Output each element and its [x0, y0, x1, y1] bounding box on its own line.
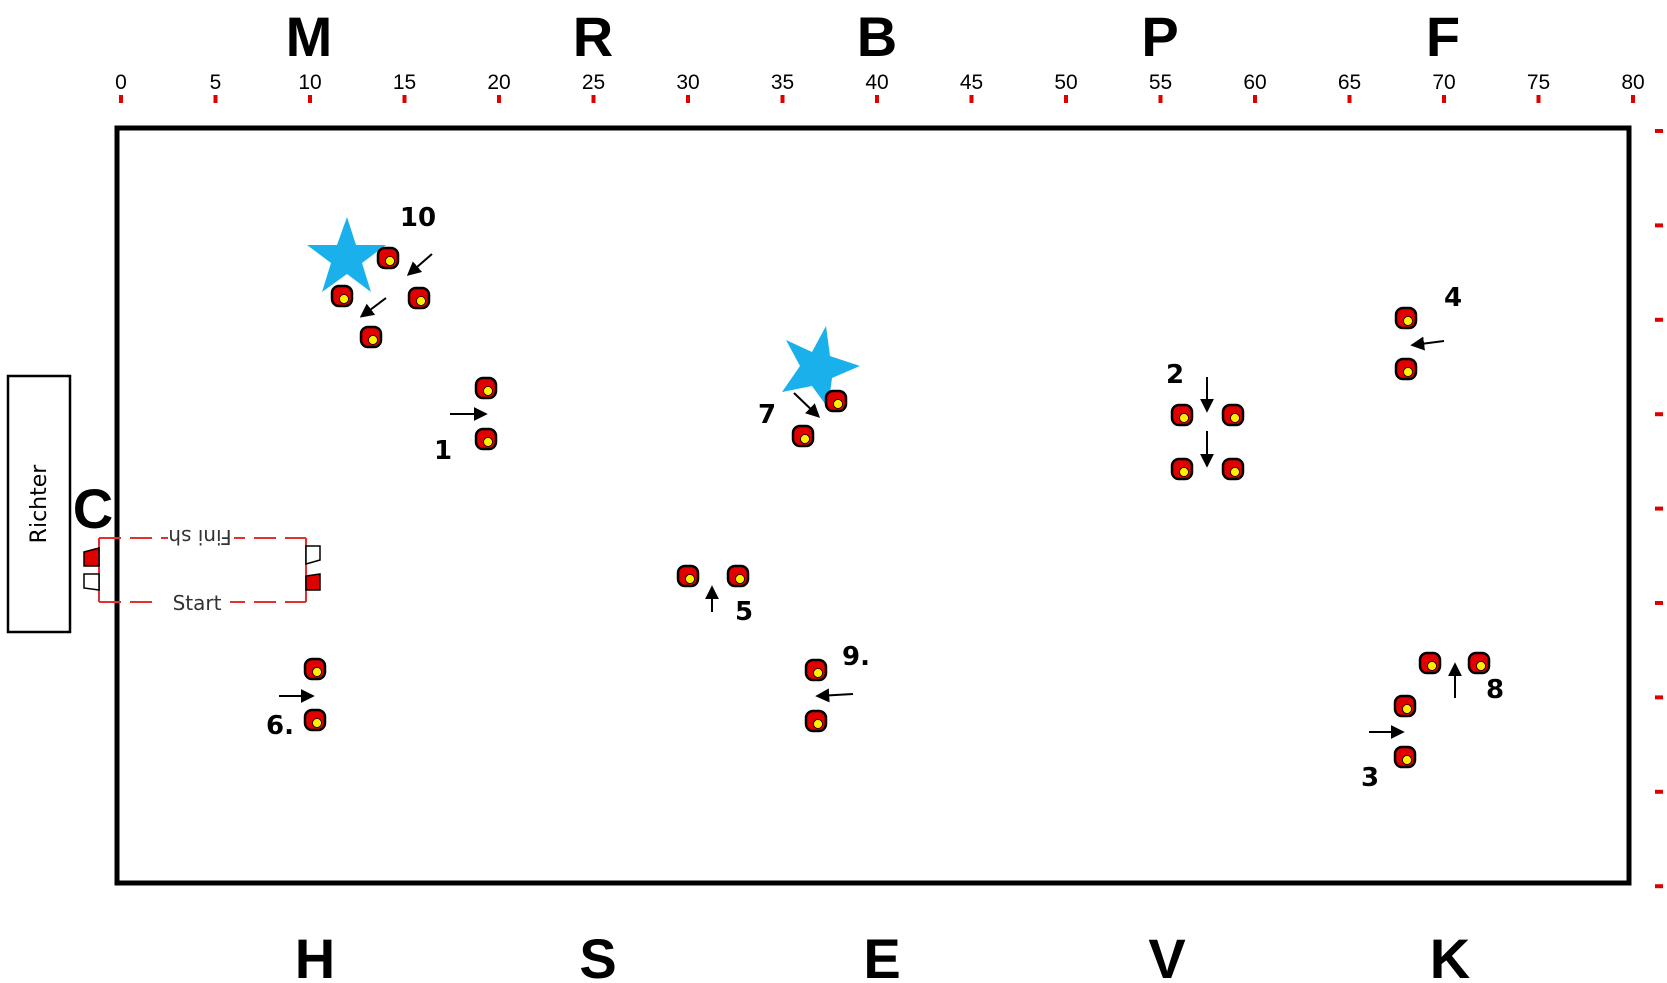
scale-tick-label: 80 [1621, 71, 1644, 94]
scale-tick-label: 45 [960, 71, 983, 94]
cone [1221, 457, 1245, 481]
cone [303, 708, 327, 732]
top-letter-f: F [1426, 5, 1460, 68]
direction-arrow [359, 297, 387, 318]
scale-tick-label: 10 [298, 71, 321, 94]
direction-arrows [279, 253, 1462, 739]
finish-flag-white [305, 545, 321, 565]
obstacle-number-6: 6. [266, 711, 294, 741]
top-letter-b: B [857, 5, 897, 68]
obstacle-number-3: 3 [1361, 763, 1379, 793]
scale-tick-label: 5 [210, 71, 222, 94]
right-ruler [1655, 129, 1663, 889]
scale-tick-label: 0 [115, 71, 127, 94]
direction-arrow [793, 392, 821, 418]
bottom-letter-e: E [863, 927, 900, 983]
direction-arrow [1410, 336, 1445, 351]
cone [1170, 457, 1194, 481]
scale-tick-label: 65 [1338, 71, 1361, 94]
cone [1418, 651, 1442, 675]
scale-tick-label: 35 [771, 71, 794, 94]
obstacle-number-8: 8 [1486, 675, 1504, 705]
scale-tick-label: 20 [487, 71, 510, 94]
cone [676, 564, 700, 588]
star-marker [307, 217, 386, 292]
bottom-letter-k: K [1430, 927, 1470, 983]
side-letter-c: C [73, 477, 113, 540]
obstacle-number-10: 10 [400, 203, 436, 233]
cone [804, 658, 828, 682]
cone [303, 657, 327, 681]
scale-tick-label: 75 [1527, 71, 1550, 94]
cone [1394, 306, 1418, 330]
top-letter-p: P [1141, 5, 1178, 68]
obstacle-number-1: 1 [434, 436, 452, 466]
cone [474, 427, 498, 451]
cone [1467, 651, 1491, 675]
cone [791, 424, 815, 448]
cone [1393, 694, 1417, 718]
cone [1394, 357, 1418, 381]
cone [407, 286, 431, 310]
bottom-letter-h: H [295, 927, 335, 983]
cone [330, 284, 354, 308]
finish-flag-red [305, 573, 321, 591]
top-letter-m: M [286, 5, 333, 68]
finish-label: Fini sh [168, 525, 231, 549]
direction-arrow [815, 688, 854, 703]
scale-tick-label: 25 [582, 71, 605, 94]
start-flag-white [83, 573, 100, 591]
obstacle-number-5: 5 [735, 597, 753, 627]
scale-tick-label: 70 [1432, 71, 1455, 94]
top-letter-r: R [573, 5, 613, 68]
judge-label: Richter [27, 464, 52, 544]
obstacle-number-7: 7 [758, 400, 776, 430]
obstacle-number-9: 9. [842, 642, 870, 672]
scale-ruler: 0 5 10 15 20 25 30 35 40 45 50 55 60 65 70 75 80 [115, 71, 1645, 103]
star-marker [782, 326, 860, 408]
start-finish-corridor: Start Fini sh [83, 525, 321, 615]
scale-tick-label: 50 [1054, 71, 1077, 94]
cone [474, 376, 498, 400]
scale-tick-label: 15 [393, 71, 416, 94]
scale-tick-label: 55 [1149, 71, 1172, 94]
arena-border [114, 125, 1632, 886]
cone [726, 564, 750, 588]
bottom-letter-v: V [1148, 927, 1185, 983]
scale-tick-label: 30 [676, 71, 699, 94]
cone [824, 389, 848, 413]
cone [359, 325, 383, 349]
scale-tick-label: 60 [1243, 71, 1266, 94]
bottom-letter-s: S [579, 927, 616, 983]
judge-box: Richter [6, 374, 72, 634]
cone [1393, 745, 1417, 769]
start-flag-red [83, 547, 100, 567]
obstacle-numbers: 1 2 3 4 5 6. 7 8 9. 10 [266, 203, 1504, 793]
cone [1170, 403, 1194, 427]
scale-tick-label: 40 [865, 71, 888, 94]
cone [376, 246, 400, 270]
obstacle-number-2: 2 [1166, 360, 1184, 390]
start-label: Start [173, 591, 222, 615]
cone [804, 709, 828, 733]
cones [303, 246, 1491, 769]
direction-arrow [406, 253, 433, 276]
obstacle-number-4: 4 [1444, 283, 1462, 313]
cone [1221, 403, 1245, 427]
